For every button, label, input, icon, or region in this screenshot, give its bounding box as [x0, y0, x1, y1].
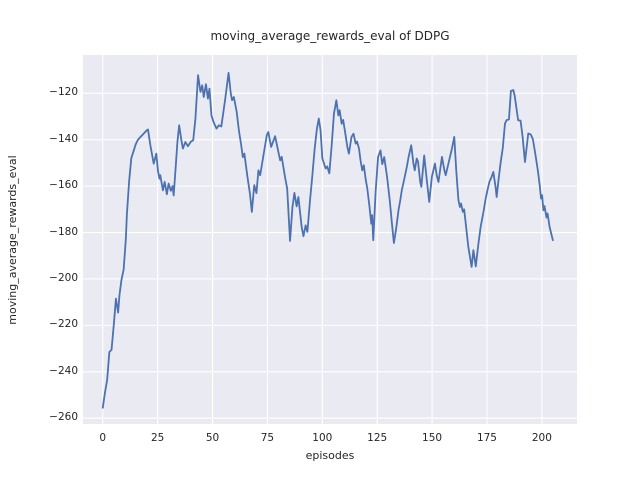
y-tick-label: −260 [49, 411, 78, 424]
y-tick-label: −160 [49, 179, 78, 192]
x-tick-label: 50 [205, 432, 220, 444]
x-tick-label: 175 [476, 432, 497, 444]
axes-background [83, 55, 577, 424]
x-tick-label: 25 [150, 432, 165, 444]
y-tick-label: −200 [49, 271, 78, 284]
y-tick-label: −220 [49, 318, 78, 331]
plot-area [83, 55, 577, 424]
y-tick-label: −180 [49, 225, 78, 238]
y-tick-label: −240 [49, 364, 78, 377]
x-axis-label: episodes [305, 449, 355, 462]
y-axis-label: moving_average_rewards_eval [6, 155, 19, 325]
x-tick-label: 100 [312, 432, 333, 444]
y-tick-label: −120 [49, 86, 78, 99]
series-line [101, 71, 554, 409]
x-tick-label: 125 [367, 432, 388, 444]
x-tick-label: 0 [99, 432, 107, 444]
x-tick-label: 75 [260, 432, 275, 444]
chart-title: moving_average_rewards_eval of DDPG [210, 29, 450, 43]
x-tick-label: 150 [422, 432, 443, 444]
y-tick-label: −140 [49, 132, 78, 145]
x-tick-label: 200 [531, 432, 552, 444]
